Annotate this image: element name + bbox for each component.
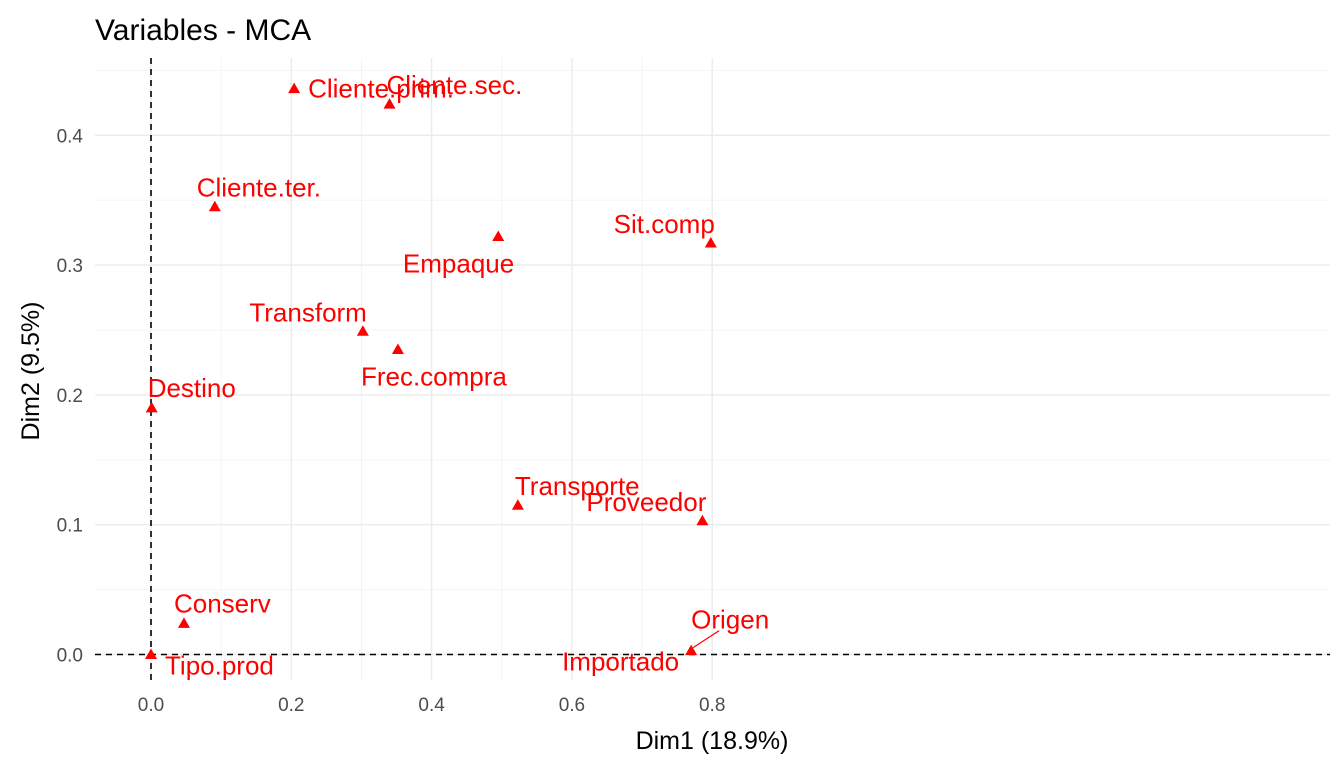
chart-title: Variables - MCA	[95, 14, 311, 47]
point-label: Transform	[249, 297, 367, 327]
point-label: Tipo.prod	[165, 651, 274, 681]
data-point-labels: Cliente.prim.Cliente.sec. Cliente.ter. Sit…	[148, 70, 770, 680]
x-tick-label: 0.4	[418, 695, 445, 716]
y-axis-title: Dim2 (9.5%)	[17, 302, 45, 441]
x-tick-label: 0.6	[559, 695, 585, 716]
leader-line	[692, 630, 720, 649]
point-marker	[685, 644, 698, 656]
point-label: Cliente.sec.	[387, 70, 523, 100]
point-marker	[391, 343, 404, 354]
data-points	[145, 82, 717, 659]
y-tick-label: 0.0	[57, 646, 83, 667]
point-label: Origen	[691, 605, 769, 635]
x-tick-label: 0.2	[278, 695, 304, 716]
point-marker	[288, 82, 301, 94]
point-label: Frec.compra	[361, 361, 507, 391]
x-tick-label: 0.8	[699, 695, 725, 716]
y-axis-ticks: 0.0 0.1 0.2 0.3 0.4	[57, 126, 84, 666]
point-label: Cliente.ter.	[197, 173, 321, 203]
x-tick-label: 0.0	[138, 695, 164, 716]
point-marker	[511, 499, 524, 510]
point-label: Empaque	[403, 249, 514, 279]
point-marker	[696, 514, 709, 526]
point-marker	[208, 200, 221, 212]
y-tick-label: 0.3	[57, 256, 83, 277]
point-marker	[177, 617, 190, 628]
point-marker	[383, 98, 396, 109]
point-label: Sit.comp	[614, 209, 715, 239]
point-marker	[704, 237, 717, 248]
y-tick-label: 0.2	[57, 386, 83, 407]
point-marker	[356, 325, 369, 336]
point-label: Conserv	[174, 588, 271, 618]
point-label: Proveedor	[586, 487, 706, 517]
point-marker	[492, 230, 505, 242]
y-tick-label: 0.1	[57, 516, 83, 537]
point-marker	[145, 648, 157, 659]
point-label: Destino	[148, 373, 236, 403]
grid	[95, 58, 1330, 680]
point-marker	[145, 401, 158, 413]
y-tick-label: 0.4	[57, 126, 84, 147]
reference-lines	[95, 58, 1330, 680]
point-label: Cliente.prim.	[308, 74, 454, 104]
point-label: Importado	[562, 647, 679, 677]
x-axis-ticks: 0.0 0.2 0.4 0.6 0.8	[138, 695, 726, 716]
x-axis-title: Dim1 (18.9%)	[636, 727, 789, 755]
label-leader-lines	[692, 630, 720, 649]
point-label: Transporte	[515, 471, 640, 501]
